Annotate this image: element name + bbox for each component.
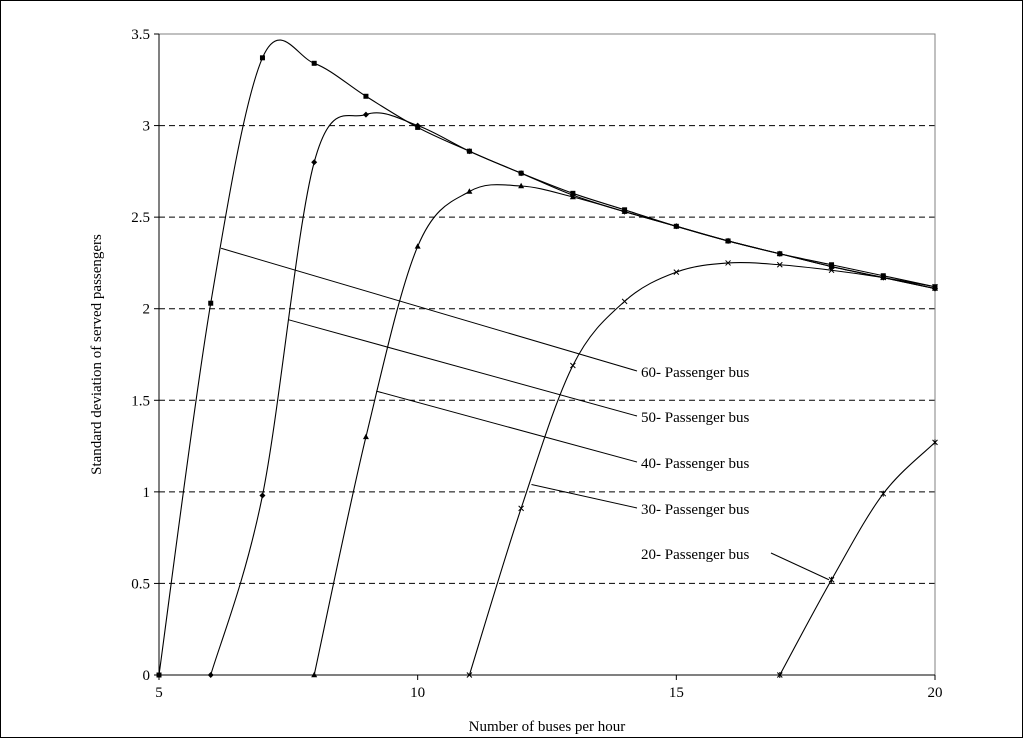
- data-point-marker: [363, 93, 369, 99]
- data-point-marker: [259, 55, 265, 61]
- x-marker-stroke: [570, 362, 576, 369]
- data-point-marker: [828, 576, 835, 583]
- data-point-marker: [518, 170, 525, 177]
- series-layer: [158, 39, 936, 676]
- callout-leader-60-passenger-bus: [220, 247, 638, 372]
- y-tick-label: 3: [143, 119, 151, 135]
- data-point-marker: [673, 269, 680, 275]
- data-point-marker: [311, 159, 318, 166]
- x-marker-stroke: [621, 298, 628, 305]
- marker-layer: [156, 55, 938, 678]
- x-tick-label: 20: [928, 685, 943, 701]
- data-point-marker: [570, 362, 576, 369]
- data-point-marker: [362, 111, 369, 118]
- y-tick-label: 1.5: [131, 393, 150, 409]
- data-point-marker: [208, 300, 214, 306]
- data-point-marker: [621, 208, 628, 214]
- axes-layer: 0 0.5 1 1.5 2 2.5 3 3.5 5 10 15 20: [131, 27, 942, 701]
- data-point-marker: [311, 671, 318, 678]
- x-tick-label: 10: [410, 685, 425, 701]
- callout-leader-20-passenger-bus: [770, 552, 830, 581]
- data-point-marker: [414, 122, 421, 129]
- plot-area-border: [158, 33, 936, 676]
- x-marker-stroke: [828, 267, 835, 274]
- data-point-marker: [828, 263, 835, 269]
- data-point-marker: [828, 267, 835, 274]
- data-point-marker: [259, 492, 266, 499]
- series-line-40-passenger-bus: [313, 184, 936, 676]
- data-point-marker: [466, 148, 473, 155]
- x-marker-stroke: [673, 269, 680, 275]
- x-marker-stroke: [776, 261, 783, 268]
- data-point-marker: [776, 250, 783, 256]
- x-marker-stroke: [518, 505, 524, 512]
- data-point-marker: [362, 433, 369, 440]
- data-point-marker: [569, 193, 576, 200]
- data-point-marker: [776, 672, 783, 678]
- data-point-marker: [725, 260, 731, 266]
- callout-label-50-passenger-bus: 50- Passenger bus: [641, 410, 749, 426]
- callout-label-20-passenger-bus: 20- Passenger bus: [641, 547, 749, 563]
- callout-label-30-passenger-bus: 30- Passenger bus: [641, 502, 749, 518]
- data-point-marker: [518, 505, 524, 512]
- data-point-marker: [518, 182, 525, 189]
- y-tick-label: 3.5: [131, 27, 150, 43]
- callout-leader-50-passenger-bus: [288, 319, 638, 417]
- x-marker-stroke: [932, 283, 938, 290]
- callout-leader-40-passenger-bus: [376, 390, 638, 463]
- data-point-marker: [932, 439, 938, 446]
- data-point-marker: [932, 285, 938, 291]
- callout-label-60-passenger-bus: 60- Passenger bus: [641, 365, 749, 381]
- data-point-marker: [880, 490, 887, 497]
- series-line-60-passenger-bus: [158, 39, 936, 676]
- callout-leader-30-passenger-bus: [531, 484, 638, 509]
- x-tick-label: 5: [155, 685, 163, 701]
- grid-layer: [159, 33, 935, 584]
- data-point-marker: [466, 188, 473, 194]
- x-axis-title: Number of buses per hour: [469, 719, 626, 735]
- data-point-marker: [466, 672, 473, 678]
- y-axis-title: Standard deviation of served passengers: [89, 234, 105, 475]
- series-line-20-passenger-bus: [779, 442, 936, 676]
- series-line-30-passenger-bus: [468, 261, 936, 676]
- data-point-marker: [932, 283, 938, 290]
- x-tick-label: 15: [669, 685, 684, 701]
- data-point-marker: [156, 672, 162, 678]
- callout-label-40-passenger-bus: 40- Passenger bus: [641, 456, 749, 472]
- x-marker-stroke: [880, 274, 887, 281]
- y-tick-label: 2: [143, 302, 151, 318]
- y-tick-label: 1: [143, 485, 151, 501]
- y-tick-label: 2.5: [131, 210, 150, 226]
- data-point-marker: [776, 261, 783, 268]
- data-point-marker: [311, 60, 317, 66]
- data-point-marker: [414, 243, 421, 249]
- y-tick-label: 0.5: [131, 576, 150, 592]
- data-point-marker: [880, 274, 887, 281]
- y-tick-label: 0: [143, 668, 151, 684]
- x-marker-stroke: [466, 672, 473, 678]
- data-point-marker: [207, 672, 214, 678]
- data-point-marker: [621, 298, 628, 305]
- x-marker-stroke: [725, 260, 731, 266]
- data-point-marker: [725, 237, 732, 244]
- data-point-marker: [673, 223, 680, 229]
- labels-layer: 60- Passenger bus 50- Passenger bus 40- Pa…: [220, 247, 830, 581]
